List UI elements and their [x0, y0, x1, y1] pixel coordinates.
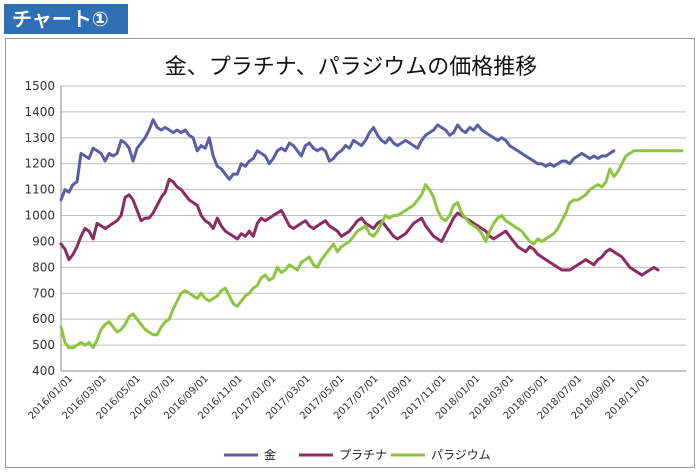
series-line-パラジウム: [59, 149, 684, 350]
y-tick-label: 1500: [24, 79, 55, 93]
y-tick-label: 900: [32, 234, 55, 248]
y-tick-label: 1200: [24, 157, 55, 171]
chart-label-badge: チャート①: [4, 4, 128, 34]
y-tick-label: 600: [32, 312, 55, 326]
y-tick-label: 1000: [24, 209, 55, 223]
series-line-プラチナ: [59, 177, 660, 277]
legend-label: プラチナ: [339, 448, 387, 462]
y-tick-label: 1300: [24, 131, 55, 145]
y-axis-ticks: 400 500 600 700 800 900 1000 1100 1200 1300 1400 15…: [24, 79, 55, 378]
legend: 金 プラチナ パラジウム: [224, 447, 491, 462]
chart-title: 金、プラチナ、パラジウムの価格推移: [165, 55, 537, 80]
legend-label: 金: [264, 447, 276, 462]
chart-label-text: チャート①: [12, 7, 109, 31]
chart-frame: 金、プラチナ、パラジウムの価格推移 400 500 600 700 800 900 1000…: [5, 38, 695, 468]
grid-lines: [60, 85, 686, 372]
series-lines: [59, 118, 684, 350]
y-tick-label: 400: [32, 364, 55, 378]
y-tick-label: 800: [32, 260, 55, 274]
y-tick-label: 700: [32, 286, 55, 300]
legend-label: パラジウム: [431, 448, 491, 462]
y-tick-label: 1100: [24, 183, 55, 197]
line-chart: 金、プラチナ、パラジウムの価格推移 400 500 600 700 800 900 1000…: [24, 55, 686, 462]
x-axis-ticks: 2016/01/012016/03/012016/05/012016/07/01…: [27, 373, 653, 422]
series-line-金: [59, 118, 616, 202]
y-tick-label: 500: [32, 338, 55, 352]
y-tick-label: 1400: [24, 105, 55, 119]
